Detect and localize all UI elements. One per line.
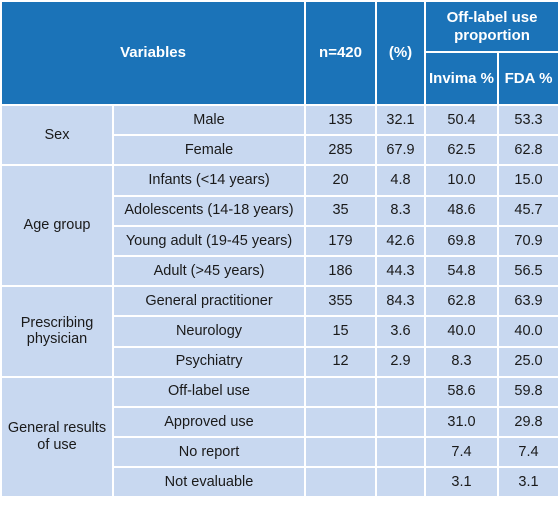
table-row: Neurology 15 3.6 40.0 40.0 — [2, 317, 558, 346]
row-name: Adolescents (14-18 years) — [114, 196, 305, 225]
header-invima: Invima % — [426, 53, 498, 104]
row-n — [306, 377, 376, 406]
table-row: No report 7.4 7.4 — [2, 438, 558, 467]
table-row: General results of use Off-label use 58.6 5… — [2, 377, 558, 497]
row-percent — [377, 407, 425, 437]
row-fda: 25.0 — [499, 347, 558, 376]
row-percent: 32.1 — [377, 106, 425, 135]
row-n: 285 — [306, 136, 376, 165]
row-n: 186 — [306, 256, 376, 286]
row-percent — [377, 468, 425, 497]
row-percent: 42.6 — [377, 226, 425, 255]
row-invima: 8.3 — [426, 347, 498, 376]
header-fda: FDA % — [499, 53, 558, 104]
row-n: 20 — [306, 166, 376, 195]
table-row: Adult (>45 years) 186 44.3 54.8 56.5 — [2, 256, 558, 286]
header-percent: (%) — [377, 2, 425, 104]
table-row: Young adult (19-45 years) 179 42.6 69.8 70.9 — [2, 226, 558, 255]
row-percent: 3.6 — [377, 317, 425, 346]
group-label: Sex — [2, 106, 112, 165]
row-invima: 7.4 — [426, 438, 498, 467]
row-invima: 10.0 — [426, 166, 498, 195]
row-percent: 8.3 — [377, 196, 425, 225]
row-invima: 62.8 — [426, 287, 498, 316]
row-n — [306, 438, 376, 467]
row-fda: 40.0 — [499, 317, 558, 346]
row-invima: 69.8 — [426, 226, 498, 255]
row-n: 179 — [306, 226, 376, 255]
table-row: Sex Male 135 32.1 50.4 53.3 — [2, 106, 558, 165]
row-n — [306, 468, 376, 497]
row-fda: 53.3 — [499, 106, 558, 135]
row-n: 12 — [306, 347, 376, 376]
header-n: n=420 — [306, 2, 376, 104]
row-name: Infants (<14 years) — [114, 166, 305, 195]
row-n — [306, 407, 376, 437]
group-label: Prescribing physician — [2, 287, 112, 376]
row-fda: 15.0 — [499, 166, 558, 195]
row-percent: 67.9 — [377, 136, 425, 165]
row-name: Young adult (19-45 years) — [114, 226, 305, 255]
table-row: Prescribing physician General practitione… — [2, 287, 558, 376]
row-invima: 3.1 — [426, 468, 498, 497]
row-name: Not evaluable — [114, 468, 305, 497]
row-invima: 50.4 — [426, 106, 498, 135]
row-fda: 7.4 — [499, 438, 558, 467]
row-fda: 70.9 — [499, 226, 558, 255]
header-variables: Variables — [2, 2, 305, 104]
row-invima: 40.0 — [426, 317, 498, 346]
row-invima: 48.6 — [426, 196, 498, 225]
row-percent: 4.8 — [377, 166, 425, 195]
header-off-label-proportion: Off-label use proportion — [426, 2, 558, 51]
table-row: Psychiatry 12 2.9 8.3 25.0 — [2, 347, 558, 376]
row-fda: 29.8 — [499, 407, 558, 437]
row-n: 355 — [306, 287, 376, 316]
row-percent — [377, 377, 425, 406]
row-name: Male — [114, 106, 305, 135]
row-name: Female — [114, 136, 305, 165]
table-row: Age group Infants (<14 years) 20 4.8 10.0 15.… — [2, 166, 558, 286]
row-percent: 44.3 — [377, 256, 425, 286]
row-n: 15 — [306, 317, 376, 346]
row-percent: 2.9 — [377, 347, 425, 376]
row-name: General practitioner — [114, 287, 305, 316]
row-name: Psychiatry — [114, 347, 305, 376]
group-label: Age group — [2, 166, 112, 286]
row-invima: 58.6 — [426, 377, 498, 406]
row-invima: 54.8 — [426, 256, 498, 286]
row-percent: 84.3 — [377, 287, 425, 316]
table-row: Female 285 67.9 62.5 62.8 — [2, 136, 558, 165]
row-n: 35 — [306, 196, 376, 225]
row-name: No report — [114, 438, 305, 467]
row-name: Neurology — [114, 317, 305, 346]
row-fda: 3.1 — [499, 468, 558, 497]
table-row: Adolescents (14-18 years) 35 8.3 48.6 45.7 — [2, 196, 558, 225]
row-fda: 45.7 — [499, 196, 558, 225]
row-percent — [377, 438, 425, 467]
table-body: Sex Male 135 32.1 50.4 53.3 Female 285 67.9 62.5 6… — [2, 106, 558, 497]
table-row: Not evaluable 3.1 3.1 — [2, 468, 558, 497]
table-row: Approved use 31.0 29.8 — [2, 407, 558, 437]
row-name: Approved use — [114, 407, 305, 437]
group-label: General results of use — [2, 377, 112, 497]
row-name: Adult (>45 years) — [114, 256, 305, 286]
row-invima: 31.0 — [426, 407, 498, 437]
row-n: 135 — [306, 106, 376, 135]
row-fda: 63.9 — [499, 287, 558, 316]
row-name: Off-label use — [114, 377, 305, 406]
row-fda: 62.8 — [499, 136, 558, 165]
row-fda: 56.5 — [499, 256, 558, 286]
row-invima: 62.5 — [426, 136, 498, 165]
row-fda: 59.8 — [499, 377, 558, 406]
